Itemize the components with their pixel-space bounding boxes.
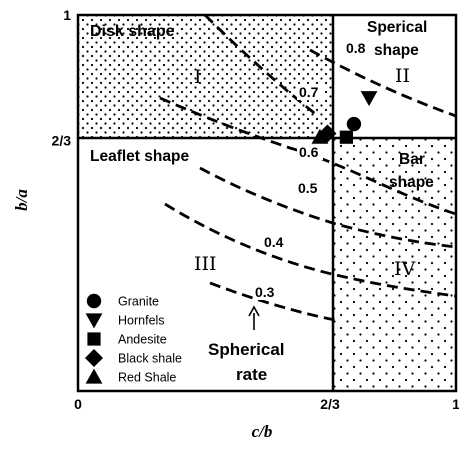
legend-label: Hornfels <box>118 314 165 328</box>
zone-II-numeral: II <box>395 65 410 87</box>
spherical-rate-contours <box>159 15 456 322</box>
legend-marker-hornfels <box>85 313 103 329</box>
x-tick-label: 1 <box>452 396 459 412</box>
zone-IV-numeral: IV <box>394 258 416 280</box>
zone-III-name: Leaflet shape <box>90 148 189 165</box>
legend-label: Black shale <box>118 352 182 366</box>
contour-label-bg <box>344 40 370 56</box>
legend-label: Andesite <box>118 333 167 347</box>
point-andesite <box>339 130 353 144</box>
contour-line <box>309 48 456 118</box>
y-tick-label: 2/3 <box>52 132 72 148</box>
point-granite <box>346 116 362 132</box>
axis-ticks: 0 2/3 1 2/3 1 <box>52 7 459 412</box>
legend-marker-black-shale <box>85 349 103 367</box>
contour-label: 0.8 <box>346 40 366 56</box>
zone-III-numeral: III <box>194 253 217 275</box>
contour-line <box>209 281 336 322</box>
contour-label-bg <box>297 84 323 100</box>
legend-marker-andesite <box>87 332 101 346</box>
annotation-line1: Spherical <box>208 340 285 359</box>
zone-I-numeral: I <box>194 66 202 88</box>
contour-line <box>204 15 319 118</box>
y-tick-label: 1 <box>63 7 71 23</box>
legend-label: Red Shale <box>118 371 176 385</box>
zone-I-fill <box>78 15 333 138</box>
contour-label: 0.7 <box>299 84 319 100</box>
zone-IV-name-line1: Bar <box>399 151 425 168</box>
annotation-line2: rate <box>236 365 267 384</box>
y-axis-title: b/a <box>12 189 31 211</box>
annotation-arrow-head <box>248 305 260 317</box>
x-tick-label: 2/3 <box>320 396 340 412</box>
plot-frame <box>76 13 458 393</box>
contour-labels: 0.3 0.4 0.5 0.6 0.7 0.8 <box>253 40 370 300</box>
contour-label-bg <box>297 144 323 160</box>
zone-IV-name-line2: shape <box>389 174 434 191</box>
legend: Granite Hornfels Andesite Black shale Red Sh… <box>85 293 182 385</box>
point-red-shale <box>311 128 329 144</box>
point-hornfels <box>360 91 378 107</box>
contour-label-bg <box>262 234 288 250</box>
contour-label: 0.5 <box>298 180 318 196</box>
contour-label: 0.3 <box>255 284 275 300</box>
legend-marker-red-shale <box>85 368 103 384</box>
contour-line <box>164 202 456 298</box>
contour-label: 0.4 <box>264 234 284 250</box>
zone-IV-fill <box>333 138 456 391</box>
x-axis-title: c/b <box>252 422 273 441</box>
zone-II-name-line2: shape <box>374 42 419 59</box>
contour-label: 0.6 <box>299 144 319 160</box>
contour-line <box>159 96 456 216</box>
zone-I-name: Disk shape <box>90 23 175 40</box>
x-tick-label: 0 <box>74 396 82 412</box>
legend-marker-granite <box>86 293 102 309</box>
sample-points <box>311 91 378 144</box>
zone-II-name-line1: Sperical <box>367 19 427 36</box>
contour-label-bg <box>296 180 322 196</box>
contour-label-bg <box>253 284 279 300</box>
legend-label: Granite <box>118 295 159 309</box>
